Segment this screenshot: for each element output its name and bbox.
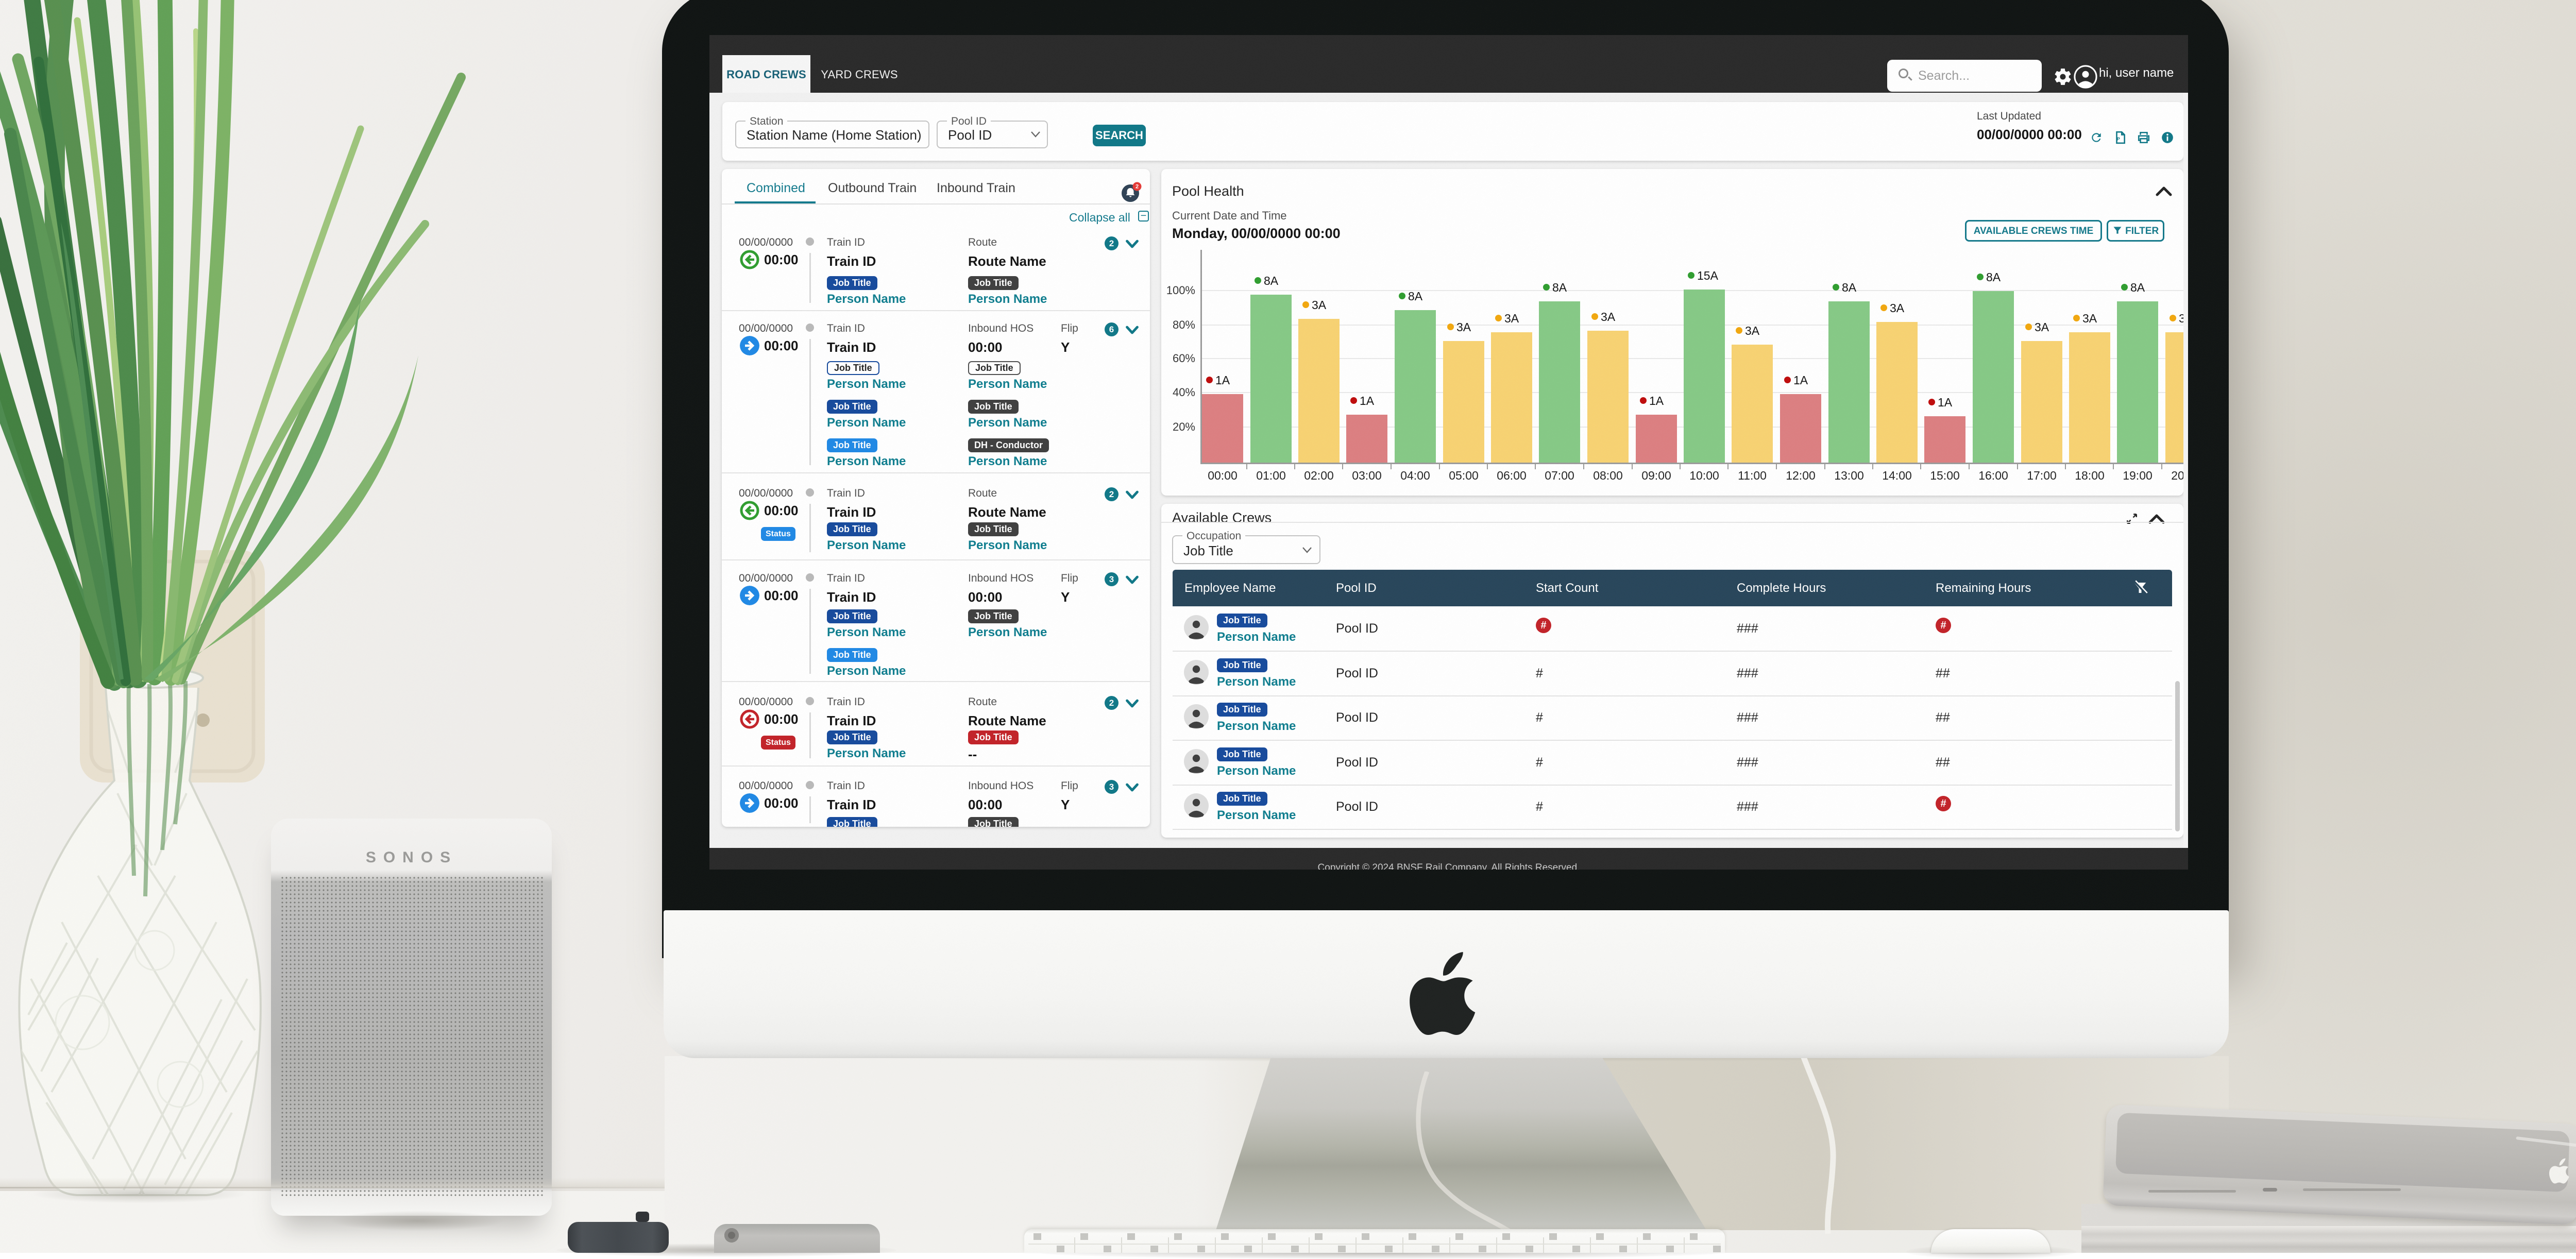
svg-text:P: P [2117, 136, 2120, 141]
